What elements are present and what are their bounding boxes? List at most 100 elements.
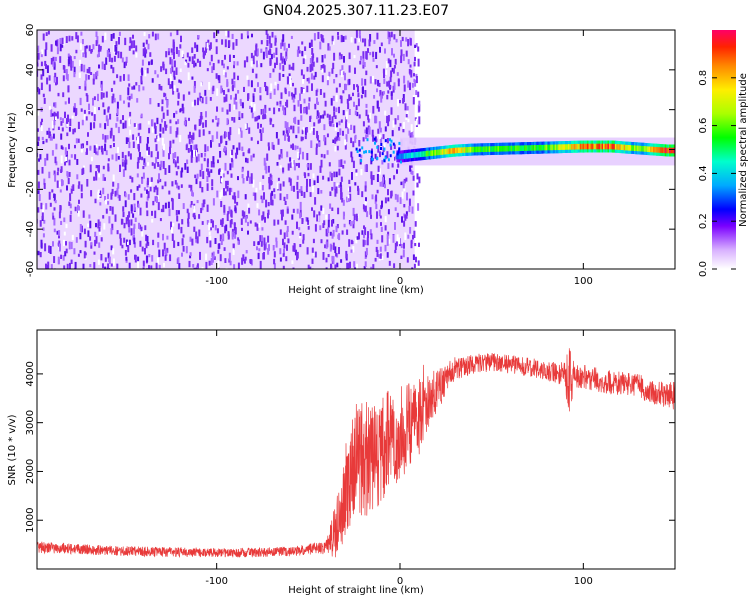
noise-speck xyxy=(87,230,90,237)
noise-speck xyxy=(257,122,260,129)
noise-speck xyxy=(208,171,211,178)
noise-speck xyxy=(60,166,63,172)
noise-speck xyxy=(204,144,207,153)
noise-speck xyxy=(303,191,306,198)
noise-speck xyxy=(252,179,255,188)
noise-speck xyxy=(193,226,196,232)
noise-speck xyxy=(305,127,308,133)
noise-speck xyxy=(364,164,367,172)
noise-speck xyxy=(323,92,326,98)
noise-speck xyxy=(213,256,216,260)
noise-speck xyxy=(145,49,148,54)
noise-speck xyxy=(130,189,133,193)
noise-speck xyxy=(413,61,416,67)
noise-speck xyxy=(229,54,231,62)
noise-speck xyxy=(155,262,158,269)
noise-speck xyxy=(141,178,143,184)
noise-speck xyxy=(210,257,213,265)
noise-speck xyxy=(318,141,321,146)
noise-speck xyxy=(116,117,119,122)
noise-speck xyxy=(139,136,142,144)
noise-speck xyxy=(201,221,204,225)
noise-speck xyxy=(223,96,226,103)
noise-speck xyxy=(389,59,392,68)
noise-speck xyxy=(405,114,408,118)
noise-speck xyxy=(182,234,185,238)
noise-speck xyxy=(348,239,351,247)
signal-core xyxy=(644,146,647,152)
noise-speck xyxy=(87,132,89,137)
noise-speck xyxy=(322,114,325,119)
noise-speck xyxy=(271,142,274,150)
noise-speck xyxy=(350,37,353,43)
signal-core xyxy=(465,147,468,153)
noise-speck xyxy=(159,133,162,138)
noise-speck xyxy=(372,134,375,142)
signal-core xyxy=(594,143,597,150)
noise-speck xyxy=(223,70,226,75)
noise-speck xyxy=(144,162,147,167)
noise-speck xyxy=(350,249,353,253)
noise-speck xyxy=(140,75,143,83)
noise-speck xyxy=(238,142,241,151)
noise-speck xyxy=(226,109,229,114)
noise-speck xyxy=(259,260,262,269)
noise-speck xyxy=(325,267,328,269)
noise-speck xyxy=(282,74,285,77)
noise-speck xyxy=(212,85,215,92)
noise-speck xyxy=(319,225,322,231)
noise-speck xyxy=(236,147,239,155)
noise-speck xyxy=(336,262,339,268)
noise-speck xyxy=(325,257,328,263)
noise-speck xyxy=(293,93,296,99)
noise-speck xyxy=(225,267,228,269)
noise-speck xyxy=(387,163,390,169)
noise-speck xyxy=(229,163,232,171)
noise-speck xyxy=(394,242,397,250)
noise-speck xyxy=(51,113,54,117)
noise-speck xyxy=(105,208,108,214)
colorbar-label: Normalized spectral amplitude xyxy=(738,73,749,227)
noise-speck xyxy=(357,92,360,98)
noise-speck xyxy=(162,249,164,257)
noise-speck xyxy=(233,81,236,88)
noise-speck xyxy=(230,173,233,178)
noise-speck xyxy=(210,140,212,148)
noise-speck xyxy=(62,255,65,261)
noise-speck xyxy=(246,176,249,181)
noise-speck xyxy=(342,211,345,220)
noise-speck xyxy=(256,203,259,208)
noise-speck xyxy=(54,56,57,62)
noise-speck xyxy=(169,84,172,89)
noise-speck xyxy=(151,162,154,166)
noise-speck xyxy=(410,124,413,132)
noise-speck xyxy=(75,32,78,40)
noise-speck xyxy=(89,220,92,229)
noise-speck xyxy=(409,132,412,140)
noise-speck xyxy=(409,38,412,46)
noise-speck xyxy=(367,231,369,239)
noise-speck xyxy=(278,108,281,112)
noise-speck xyxy=(342,71,345,76)
noise-speck xyxy=(121,159,124,163)
noise-speck xyxy=(191,47,194,53)
noise-speck xyxy=(316,135,319,141)
noise-speck xyxy=(100,80,103,88)
noise-speck xyxy=(89,236,92,241)
noise-speck xyxy=(353,125,356,134)
signal-core xyxy=(449,148,452,154)
signal-core xyxy=(403,153,407,159)
noise-speck xyxy=(158,264,161,269)
noise-speck xyxy=(43,97,46,104)
noise-speck xyxy=(95,171,97,176)
noise-speck xyxy=(72,184,75,191)
noise-speck xyxy=(69,193,72,201)
snr-frame xyxy=(36,329,676,570)
noise-speck xyxy=(338,184,341,188)
noise-speck xyxy=(41,49,44,55)
noise-speck xyxy=(284,87,287,93)
noise-speck xyxy=(94,239,97,247)
noise-speck xyxy=(156,191,159,200)
noise-speck xyxy=(300,115,303,121)
noise-speck xyxy=(218,269,220,273)
